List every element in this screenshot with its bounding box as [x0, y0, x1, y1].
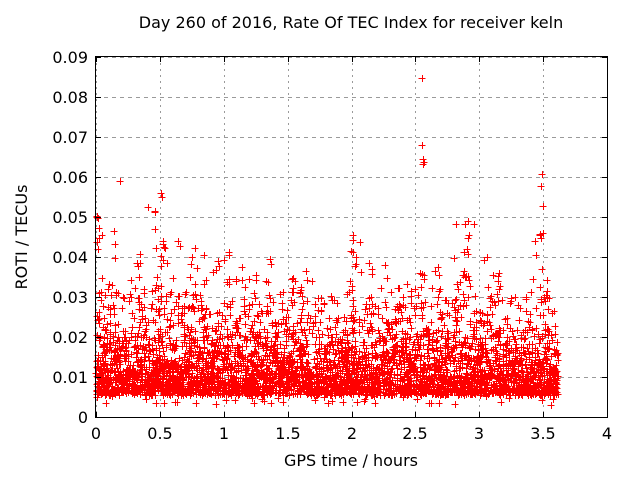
y-tick-label: 0.02: [52, 328, 88, 347]
x-tick-label: 4: [602, 424, 612, 443]
y-tick-label: 0.06: [52, 168, 88, 187]
y-tick-label: 0.03: [52, 288, 88, 307]
x-tick-label: 2: [347, 424, 357, 443]
y-tick-label: 0: [78, 408, 88, 427]
x-tick-label: 1.5: [275, 424, 300, 443]
y-tick-label: 0.04: [52, 248, 88, 267]
y-tick-label: 0.09: [52, 48, 88, 67]
x-tick-label: 1: [219, 424, 229, 443]
y-tick-label: 0.05: [52, 208, 88, 227]
x-tick-label: 3.5: [530, 424, 555, 443]
data-points-path: [92, 204, 562, 409]
y-axis-label: ROTI / TECUs: [12, 185, 31, 290]
outlier-points-path: [116, 75, 547, 210]
x-tick-label: 2.5: [402, 424, 427, 443]
x-axis-label: GPS time / hours: [284, 451, 418, 470]
y-tick-label: 0.01: [52, 368, 88, 387]
x-tick-label: 3: [474, 424, 484, 443]
plot-border: [95, 56, 608, 418]
y-tick-label: 0.08: [52, 88, 88, 107]
chart-title: Day 260 of 2016, Rate Of TEC Index for r…: [139, 13, 563, 32]
x-tick-label: 0: [91, 424, 101, 443]
y-tick-label: 0.07: [52, 128, 88, 147]
x-tick-label: 0.5: [147, 424, 172, 443]
